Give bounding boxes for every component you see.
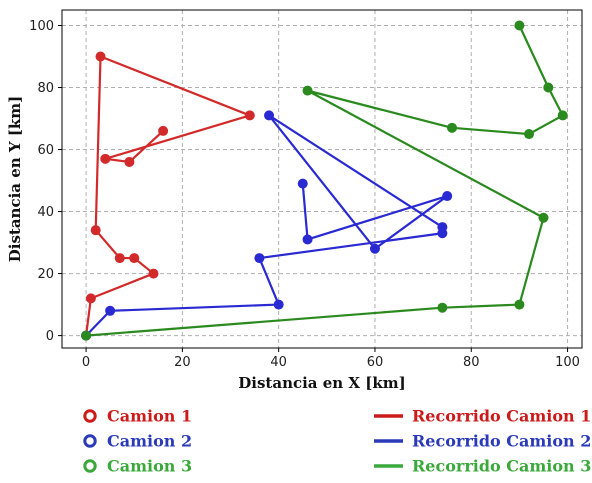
- y-tick-label: 80: [37, 81, 54, 96]
- x-tick-label: 40: [270, 355, 287, 370]
- data-point-camion-3: [81, 330, 92, 341]
- data-point-camion-2: [254, 253, 265, 264]
- legend-marker-camion-2: [83, 434, 97, 448]
- x-tick-label: 60: [367, 355, 384, 370]
- legend-label-recorrido-2: Recorrido Camion 2: [412, 432, 591, 451]
- data-point-camion-1: [244, 110, 255, 121]
- route-line-camion-3: [85, 25, 564, 337]
- series-layer: [81, 20, 568, 341]
- data-point-camion-1: [124, 156, 135, 167]
- y-tick-label: 40: [37, 205, 54, 220]
- data-point-camion-1: [100, 153, 111, 164]
- legend-label-camion-1: Camion 1: [107, 407, 192, 426]
- series-3: [81, 20, 568, 341]
- data-point-camion-2: [437, 222, 448, 233]
- y-axis-label: Distancia en Y [km]: [6, 96, 24, 263]
- x-tick-label: 80: [463, 355, 480, 370]
- data-point-camion-1: [148, 268, 159, 279]
- data-point-camion-2: [369, 243, 380, 254]
- data-point-camion-1: [95, 51, 106, 62]
- data-point-camion-2: [442, 191, 453, 202]
- data-point-camion-3: [302, 85, 313, 96]
- plot-frame: [61, 9, 583, 349]
- data-point-camion-1: [85, 293, 96, 304]
- data-point-camion-2: [302, 234, 313, 245]
- data-point-camion-2: [273, 299, 284, 310]
- y-tick-label: 100: [29, 19, 54, 34]
- legend-label-camion-2: Camion 2: [107, 432, 192, 451]
- data-point-camion-3: [524, 129, 535, 140]
- data-point-camion-2: [105, 305, 116, 316]
- data-point-camion-1: [158, 125, 169, 136]
- legend-marker-camion-1: [83, 409, 97, 423]
- data-point-camion-1: [114, 253, 125, 264]
- data-point-camion-1: [90, 225, 101, 236]
- route-line-camion-1: [84, 55, 251, 336]
- legend-marker-camion-3: [83, 459, 97, 473]
- series-1: [81, 51, 255, 341]
- y-tick-label: 0: [46, 329, 54, 344]
- legend: Camion 1 Recorrido Camion 1 Camion 2 Recorr…: [83, 407, 591, 476]
- tick-layer: 0 20 40 60 80 100 0 20 40 60 80 100: [29, 19, 580, 370]
- x-tick-label: 0: [82, 355, 90, 370]
- y-tick-label: 60: [37, 143, 54, 158]
- x-axis-label: Distancia en X [km]: [238, 374, 405, 392]
- data-point-camion-3: [514, 20, 525, 31]
- grid: [62, 10, 582, 348]
- data-point-camion-3: [557, 110, 568, 121]
- data-point-camion-3: [543, 82, 554, 93]
- data-point-camion-2: [264, 110, 275, 121]
- series-2: [81, 110, 453, 341]
- data-point-camion-3: [514, 299, 525, 310]
- data-point-camion-1: [129, 253, 140, 264]
- legend-label-recorrido-3: Recorrido Camion 3: [412, 457, 591, 476]
- data-point-camion-3: [447, 122, 457, 133]
- data-point-camion-3: [538, 212, 549, 223]
- legend-label-camion-3: Camion 3: [107, 457, 192, 476]
- data-point-camion-3: [437, 302, 448, 313]
- legend-label-recorrido-1: Recorrido Camion 1: [412, 407, 591, 426]
- x-tick-label: 20: [174, 355, 191, 370]
- data-point-camion-2: [297, 178, 308, 189]
- x-tick-label: 100: [555, 355, 580, 370]
- y-tick-label: 20: [37, 267, 54, 282]
